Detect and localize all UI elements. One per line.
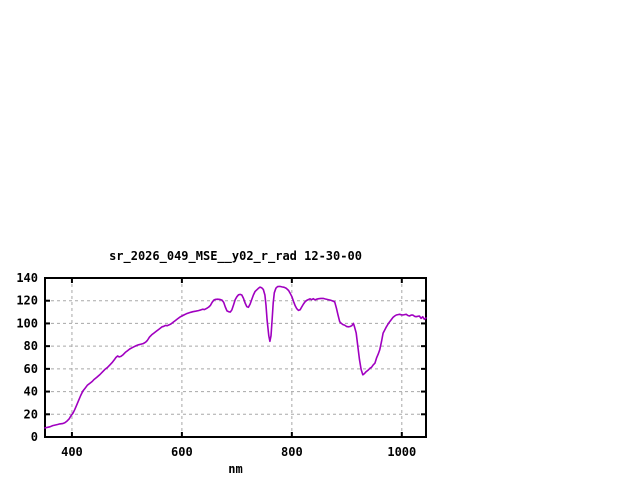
y-tick-label: 20	[24, 407, 38, 421]
y-tick-label: 0	[31, 430, 38, 444]
y-tick-label: 100	[16, 316, 38, 330]
y-tick-label: 80	[24, 339, 38, 353]
y-tick-label: 60	[24, 362, 38, 376]
x-tick-label: 800	[281, 445, 303, 459]
x-tick-label: 400	[61, 445, 83, 459]
plot-border	[44, 277, 427, 438]
x-tick-label: 600	[171, 445, 193, 459]
x-tick-label: 1000	[387, 445, 416, 459]
y-tick-label: 120	[16, 294, 38, 308]
y-tick-label: 140	[16, 271, 38, 285]
data-series-line	[44, 285, 427, 429]
x-axis-label: nm	[228, 462, 243, 476]
y-tick-label: 40	[24, 385, 38, 399]
chart-title: sr_2026_049_MSE__y02_r_rad 12-30-00	[109, 249, 362, 263]
